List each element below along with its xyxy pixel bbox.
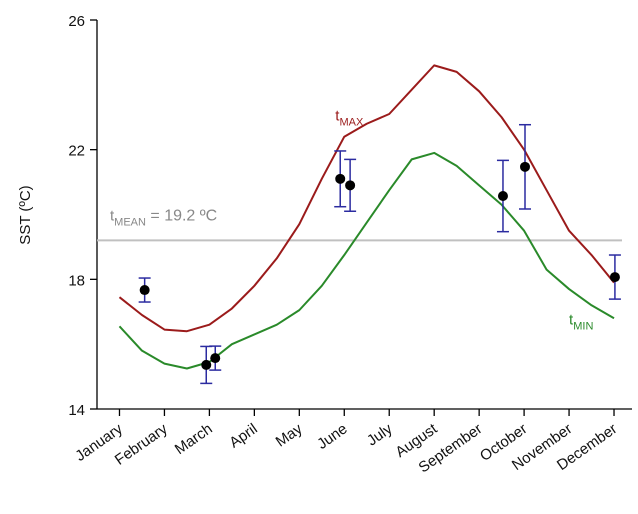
series-label: tMAX [335,107,364,128]
y-tick-label: 26 [68,13,85,30]
point [520,161,530,172]
x-tick-label: March [172,420,216,458]
x-tick-label: June [314,420,350,453]
line [118,151,615,370]
line [118,64,615,333]
series-label-base: t [335,107,340,124]
mean-label-base: t [110,207,115,224]
point [139,285,150,296]
y-tick-label: 18 [68,272,85,289]
y-tick-label: 14 [68,402,85,419]
point [201,359,212,370]
series-label-sub: MIN [573,321,593,333]
point [345,180,356,191]
x-tick-label: April [226,420,260,451]
mean-label-rest: = 19.2 ºC [146,207,217,224]
y-axis-label: SST (ºC) [17,185,34,244]
point [497,191,508,202]
y-tick-label: 22 [68,143,85,160]
mean-label: tMEAN = 19.2 ºC [110,207,217,228]
series-label-sub: MAX [339,116,364,128]
point [335,173,346,184]
series-label-base: t [569,312,574,329]
point [609,272,620,283]
point [210,353,221,364]
mean-label-sub: MEAN [114,216,146,228]
x-tick-label: May [273,420,306,450]
x-tick-label: July [364,420,396,450]
series-label: tMIN [569,312,593,333]
